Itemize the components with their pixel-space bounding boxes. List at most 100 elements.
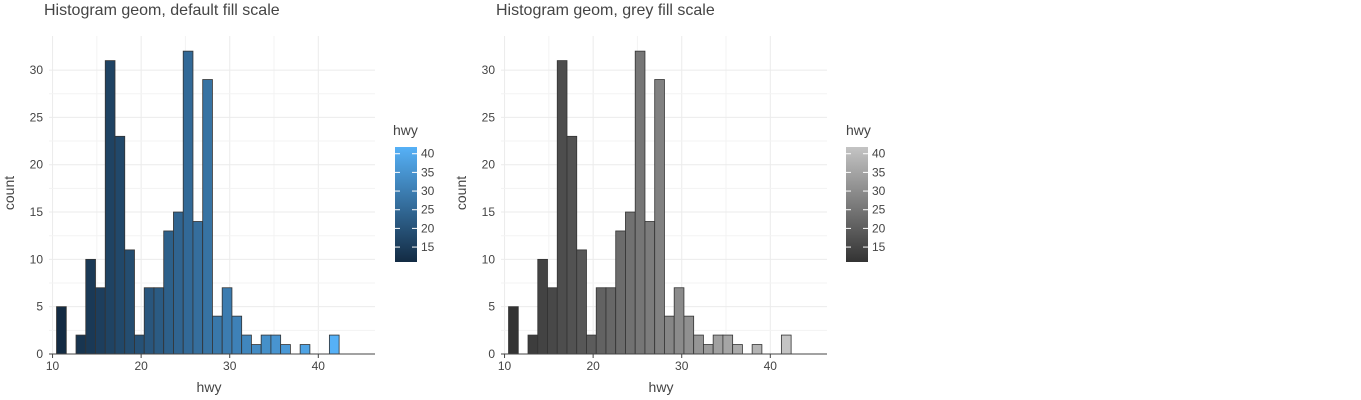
histogram-bar <box>556 60 568 355</box>
histogram-bar <box>251 344 262 355</box>
histogram-bar <box>153 287 165 355</box>
legend-tick-label: 15 <box>872 240 886 254</box>
histogram-bar <box>299 344 311 355</box>
histogram-bar <box>124 249 135 355</box>
histogram-bar <box>134 334 145 355</box>
histogram-bar <box>673 287 685 355</box>
histogram-bar <box>576 249 587 355</box>
histogram-bar <box>241 334 252 355</box>
histogram-bar <box>163 230 174 355</box>
histogram-bar <box>751 344 763 355</box>
histogram-bar <box>56 306 67 355</box>
legend-tick-label: 15 <box>421 240 435 254</box>
x-tick-label: 30 <box>675 359 689 373</box>
x-tick-label: 20 <box>586 359 600 373</box>
legend-tick-label: 25 <box>872 203 886 217</box>
legend-tick-label: 40 <box>421 147 435 161</box>
y-tick-label: 25 <box>30 110 44 124</box>
histogram-bar <box>192 221 204 355</box>
histogram-bar <box>780 334 792 355</box>
legend-tick-label: 25 <box>421 203 435 217</box>
histogram-bar <box>328 334 340 355</box>
x-ticks: 10 20 30 40 <box>498 354 777 373</box>
chart-title: Histogram geom, grey fill scale <box>496 2 715 19</box>
y-tick-label: 30 <box>482 63 496 77</box>
y-tick-label: 20 <box>482 158 496 172</box>
x-tick-label: 10 <box>498 359 512 373</box>
legend-tick-label: 35 <box>421 165 435 179</box>
histogram-bar <box>143 287 155 355</box>
legend-ticks: 15 20 25 30 35 40 <box>395 147 435 254</box>
y-axis-label: count <box>1 176 17 210</box>
legend-ticks: 15 20 25 30 35 40 <box>846 147 886 254</box>
histogram-bar <box>527 334 539 355</box>
legend-colorbar <box>846 147 868 262</box>
legend-colorbar <box>395 147 417 262</box>
y-tick-label: 5 <box>488 300 495 314</box>
x-ticks: 10 20 30 40 <box>46 354 325 373</box>
x-tick-label: 40 <box>764 359 778 373</box>
histogram-bar <box>75 334 87 355</box>
histogram-bar <box>566 135 578 355</box>
histogram-bar <box>280 344 291 355</box>
histogram-bar <box>586 334 597 355</box>
histogram-bar <box>95 287 106 355</box>
histogram-bar <box>615 230 626 355</box>
legend: hwy 15 20 25 30 35 40 <box>393 122 435 262</box>
legend-tick-label: 30 <box>421 184 435 198</box>
legend: hwy 15 20 25 30 35 40 <box>846 122 886 262</box>
y-tick-label: 25 <box>482 110 496 124</box>
panel-grey-fill: Histogram geom, grey fill scale hwy coun… <box>453 2 886 395</box>
y-tick-label: 0 <box>36 347 43 361</box>
y-tick-label: 30 <box>30 63 44 77</box>
legend-tick-label: 35 <box>872 165 886 179</box>
x-tick-label: 40 <box>312 359 326 373</box>
histogram-bar <box>173 211 184 355</box>
histogram-bar <box>703 344 714 355</box>
histogram-bar <box>595 287 607 355</box>
y-axis-label: count <box>453 176 469 210</box>
y-tick-label: 15 <box>30 205 44 219</box>
x-axis-label: hwy <box>197 379 222 395</box>
histogram-bar <box>712 334 724 355</box>
chart-title: Histogram geom, default fill scale <box>44 2 280 19</box>
legend-tick-label: 30 <box>872 184 886 198</box>
histogram-bar <box>85 258 96 355</box>
histogram-bar <box>683 315 695 355</box>
legend-tick-label: 20 <box>421 221 435 235</box>
histogram-bar <box>182 50 194 355</box>
bars <box>508 50 792 355</box>
legend-tick-label: 20 <box>872 221 886 235</box>
histogram-bar <box>260 334 272 355</box>
y-ticks: 0 5 10 15 20 25 30 <box>482 63 496 361</box>
histogram-bar <box>732 344 743 355</box>
histogram-bar <box>693 334 704 355</box>
legend-title: hwy <box>846 122 871 138</box>
histogram-bar <box>722 334 734 355</box>
y-ticks: 0 5 10 15 20 25 30 <box>30 63 44 361</box>
histogram-bar <box>644 221 656 355</box>
x-tick-label: 30 <box>223 359 237 373</box>
legend-title: hwy <box>393 122 418 138</box>
histogram-bar <box>537 258 548 355</box>
histogram-bar <box>547 287 558 355</box>
panel-default-fill: Histogram geom, default fill scale hwy c… <box>1 2 435 395</box>
x-tick-label: 10 <box>46 359 60 373</box>
y-tick-label: 10 <box>30 252 44 266</box>
y-tick-label: 10 <box>482 252 496 266</box>
legend-tick-label: 40 <box>872 147 886 161</box>
bars <box>56 50 340 355</box>
histogram-bar <box>654 79 665 355</box>
histogram-bar <box>664 315 675 355</box>
histogram-bar <box>508 306 519 355</box>
histogram-bar <box>114 135 126 355</box>
histogram-bar <box>202 79 213 355</box>
x-axis-label: hwy <box>649 379 674 395</box>
y-tick-label: 0 <box>488 347 495 361</box>
histogram-bar <box>270 334 282 355</box>
histogram-bar <box>634 50 646 355</box>
histogram-bar <box>104 60 116 355</box>
y-tick-label: 20 <box>30 158 44 172</box>
